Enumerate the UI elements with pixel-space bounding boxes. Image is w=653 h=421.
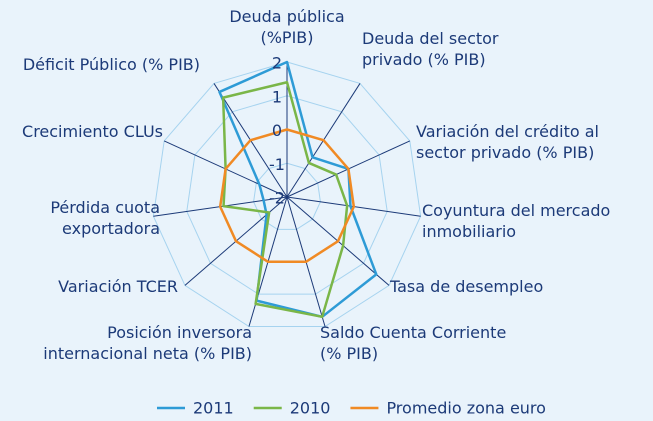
- tick-label: 2: [272, 54, 282, 73]
- axis-label: Pérdida cuota exportadora: [50, 198, 160, 238]
- axis-label: Saldo Cuenta Corriente (% PIB): [320, 323, 507, 363]
- series-line: [218, 60, 378, 319]
- grid-ring: [152, 61, 422, 328]
- tick-label: -2: [269, 189, 285, 208]
- axis-label: Coyuntura del mercado inmobiliario: [422, 201, 611, 241]
- tick-label: -1: [269, 155, 285, 174]
- tick-label: 0: [272, 121, 282, 140]
- grid-ring: [186, 95, 388, 295]
- series-line: [218, 128, 356, 264]
- legend-label: 2010: [290, 399, 331, 418]
- axis-label: Variación TCER: [58, 277, 178, 296]
- axis-label: Deuda pública (%PIB): [229, 7, 345, 47]
- axis-label: Déficit Público (% PIB): [22, 55, 200, 74]
- axis-label: Variación del crédito al sector privado …: [416, 122, 599, 162]
- legend-label: Promedio zona euro: [386, 399, 546, 418]
- tick-label: 1: [272, 87, 282, 106]
- legend-label: 2011: [193, 399, 234, 418]
- series-line: [221, 81, 349, 319]
- axis-label: Posición inversora internacional neta (%…: [43, 323, 252, 363]
- axis-label: Crecimiento CLUs: [22, 122, 163, 141]
- axis-label: Deuda del sector privado (% PIB): [362, 29, 499, 69]
- axis-label: Tasa de desempleo: [390, 277, 544, 296]
